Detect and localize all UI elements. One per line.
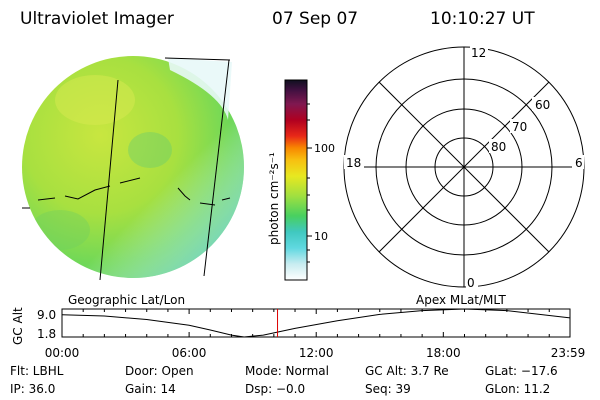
orbit-x-ticks	[61, 309, 571, 337]
altitude-curve	[61, 308, 571, 338]
info-mode: Mode: Normal	[245, 364, 329, 378]
orbit-x-tick-label: 18:00	[426, 346, 461, 360]
info-door: Door: Open	[125, 364, 194, 378]
info-gc-alt: GC Alt: 3.7 Re	[365, 364, 449, 378]
orbit-plot: Geographic Lat/Lon Apex MLat/MLT GC Alt …	[11, 293, 585, 360]
mlt-label-18: 18	[346, 156, 361, 170]
colorbar-label: photon cm⁻²s⁻¹	[267, 152, 281, 245]
colorbar: 100 10 photon cm⁻²s⁻¹	[267, 79, 335, 281]
info-ip: IP: 36.0	[10, 382, 56, 396]
orbit-left-title: Geographic Lat/Lon	[68, 293, 185, 307]
orbit-y-tick-label: 1.8	[37, 327, 56, 341]
mlat-label-70: 70	[512, 120, 527, 134]
orbit-x-tick-label: 12:00	[299, 346, 334, 360]
orbit-x-tick-label: 00:00	[45, 346, 80, 360]
polar-labels: 12 18 6 0 60 70 80	[344, 45, 584, 290]
mlt-label-0: 0	[467, 276, 475, 290]
info-gain: Gain: 14	[125, 382, 176, 396]
info-glat: GLat: −17.6	[485, 364, 558, 378]
mlat-label-60: 60	[535, 98, 550, 112]
orbit-y-tick-label: 9.0	[37, 308, 56, 322]
colorbar-tick-label: 100	[314, 142, 335, 155]
info-dsp: Dsp: −0.0	[245, 382, 306, 396]
polar-meridian	[378, 81, 550, 253]
image-time: 10:10:27 UT	[430, 9, 535, 29]
info-filter: Flt: LBHL	[10, 364, 64, 378]
info-seq: Seq: 39	[365, 382, 411, 396]
image-date: 07 Sep 07	[272, 9, 359, 29]
mlat-label-80: 80	[491, 140, 506, 154]
auroral-image	[22, 56, 244, 281]
orbit-x-tick-label: 06:00	[172, 346, 207, 360]
orbit-x-tick-label: 23:59	[551, 346, 586, 360]
polar-plot	[343, 46, 585, 288]
mlt-label-12: 12	[471, 46, 486, 60]
info-glon: GLon: 11.2	[485, 382, 551, 396]
orbit-axis-title: GC Alt	[11, 307, 25, 345]
app-title: Ultraviolet Imager	[20, 9, 174, 29]
mlt-label-6: 6	[575, 156, 583, 170]
colorbar-tick-label: 10	[314, 230, 328, 243]
colorbar-gradient	[284, 79, 308, 281]
orbit-right-title: Apex MLat/MLT	[416, 293, 506, 307]
